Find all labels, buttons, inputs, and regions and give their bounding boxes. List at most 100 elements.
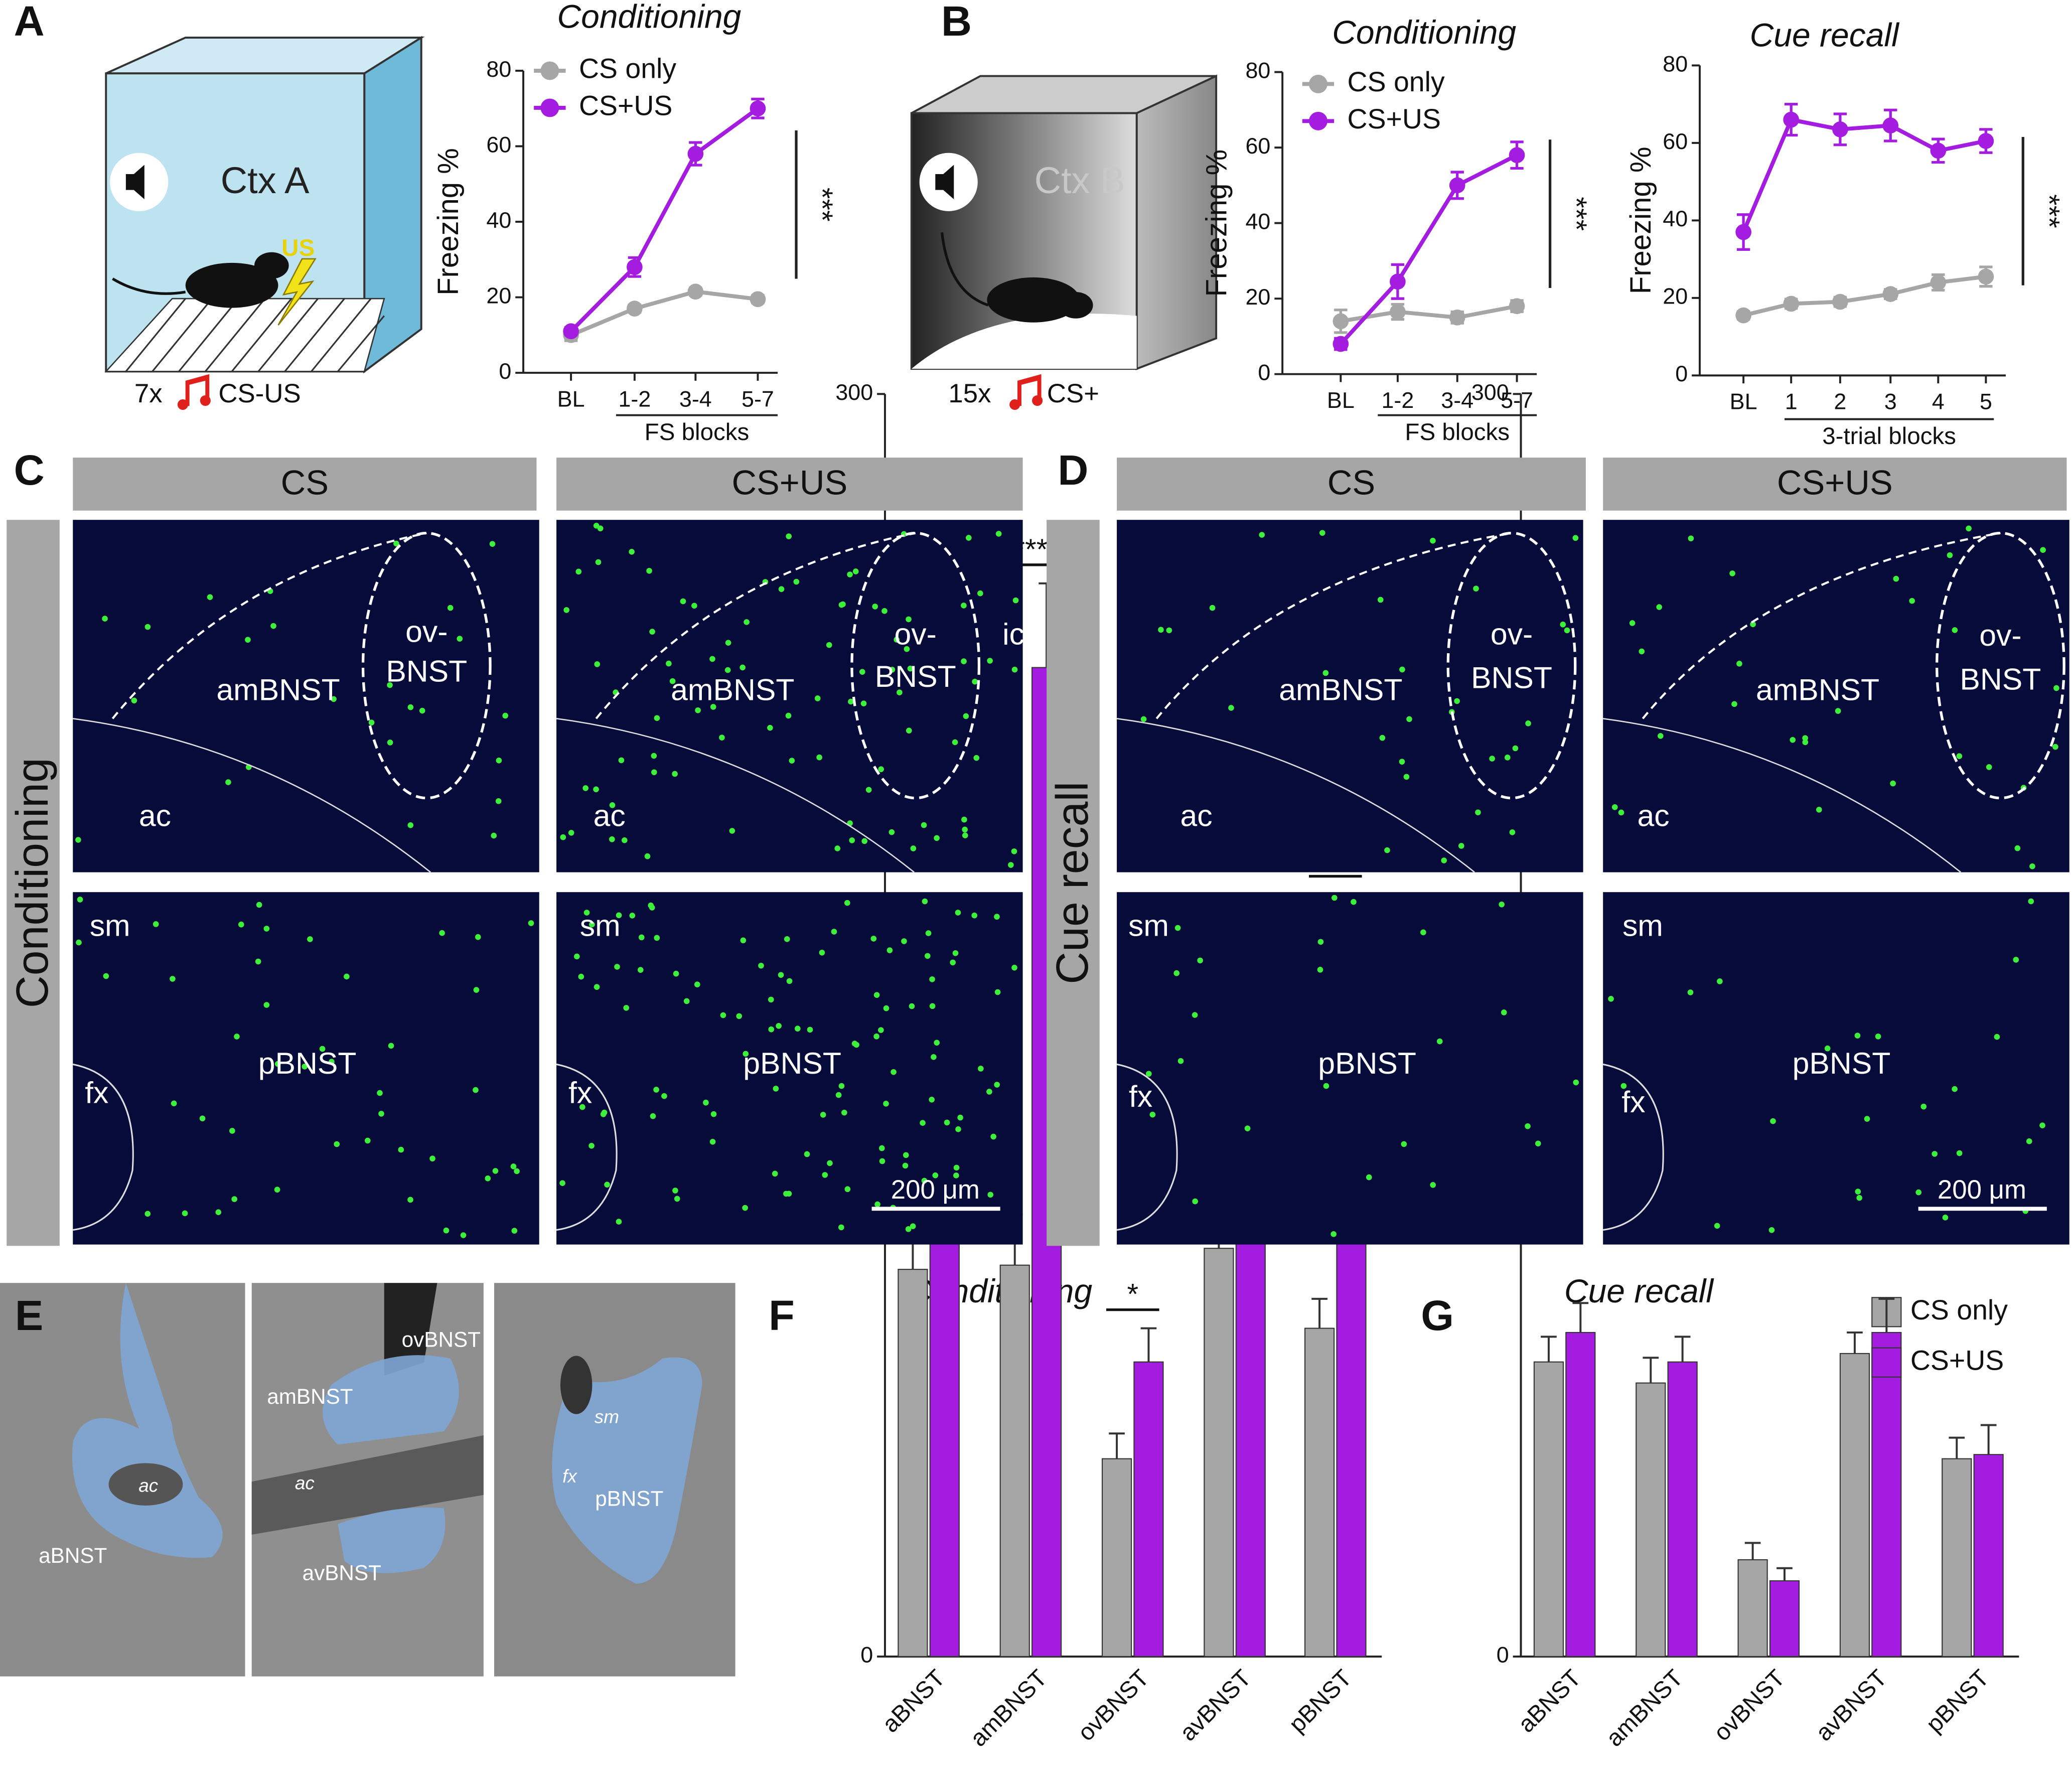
bar [1133,1361,1164,1657]
region-label: amBNST [1279,673,1402,707]
cfos-cell [609,802,616,808]
cfos-cell [2040,547,2046,553]
x-tick-label: 5-7 [742,386,774,411]
legend-marker [1308,74,1327,93]
cfos-cell [906,616,912,623]
x-tick-label: ovBNST [1073,1665,1154,1746]
cfos-cell [1399,666,1405,673]
cfos-cell [447,605,454,611]
cfos-cell [495,798,502,804]
cfos-cell [859,669,865,675]
cfos-cell [1750,621,1756,628]
x-tick-label: pBNST [1284,1665,1357,1738]
cfos-cell [891,1069,897,1075]
cfos-cell [103,973,109,979]
region-label: ac [139,798,171,832]
protocol-count: 15x [948,379,991,408]
atlas-label: ac [138,1475,159,1496]
cfos-cell [574,953,580,960]
cfos-cell [2028,898,2034,905]
cfos-cell [889,666,896,673]
cfos-cell [1330,1231,1337,1237]
cfos-cell [274,1061,281,1067]
cfos-cell [629,548,635,555]
speaker [935,165,954,200]
cfos-cell [784,936,790,942]
cfos-cell [578,973,584,980]
cfos-cell [879,1158,885,1164]
data-point [1978,268,1994,285]
cfos-cell [1855,1189,1861,1195]
cfos-cell [963,713,969,719]
cfos-cell [827,1160,833,1166]
protocol-label: CS-US [218,379,301,408]
bar [1204,1248,1234,1657]
cfos-cell [931,1054,937,1060]
region-label: pBNST [258,1046,357,1080]
cfos-cell [77,897,83,903]
protocol-count: 7x [134,379,163,408]
column-header-bar [73,458,537,511]
cfos-cell [1572,535,1579,541]
panel-label: B [941,0,972,45]
cfos-cell [528,920,534,926]
cfos-cell [872,604,878,610]
cfos-cell [1228,705,1234,711]
cfos-cell [709,1138,716,1145]
cfos-cell [171,1100,177,1107]
cfos-cell [795,1025,801,1032]
region-label: pBNST [1793,1046,1891,1080]
cfos-cell [907,665,914,672]
cfos-cell [925,953,931,959]
cfos-cell [407,704,414,710]
atlas-label: sm [595,1406,619,1427]
series-line [569,107,759,333]
cfos-cell [648,902,654,909]
mouse-tail [112,277,186,295]
mouse [987,277,1080,323]
fx-boundary [1116,1063,1178,1231]
cfos-cell [838,1083,845,1089]
micrograph-tile [556,892,1023,1245]
cfos-cell [922,898,928,905]
cfos-cell [695,707,701,713]
x-tick-label: 3-4 [679,386,712,411]
data-point [1509,147,1525,164]
cfos-cell [393,540,399,547]
cfos-cell [844,900,850,906]
cfos-cell [1351,899,1357,905]
x-tick-label: BL [1730,389,1757,414]
cfos-cell [102,616,108,622]
cfos-cell [1909,598,1915,604]
cfos-cell [1499,901,1505,908]
cfos-cell [683,998,690,1004]
cfos-cell [1473,585,1479,592]
cfos-cell [1525,720,1531,726]
ac-region [108,1463,183,1506]
significance-label: *** [1560,197,1592,231]
cfos-cell [1366,1174,1372,1180]
cfos-cell [1875,1034,1881,1040]
cfos-cell [1966,525,1972,532]
cfos-cell [1956,1150,1963,1156]
panel-label: G [1421,1292,1454,1339]
cfos-cell [826,642,832,648]
cfos-cell [1854,1032,1861,1039]
cfos-cell [485,1175,491,1182]
cfos-cell [2013,957,2019,963]
shock-bolt [277,258,317,326]
error-bar [1311,1297,1327,1329]
cfos-cell [921,822,927,828]
cfos-cell [1377,597,1384,603]
data-point [1978,133,1994,149]
cfos-cell [994,1082,1000,1088]
y-tick-label: 0 [1675,361,1688,386]
cfos-cell [889,829,895,835]
region-label: sm [580,909,621,943]
cfos-cell [234,1034,240,1040]
sm-region [560,1356,593,1414]
error-bar [1744,1542,1761,1560]
cfos-cell [910,845,917,851]
bar [1101,1458,1132,1657]
cfos-cell [674,1196,680,1202]
